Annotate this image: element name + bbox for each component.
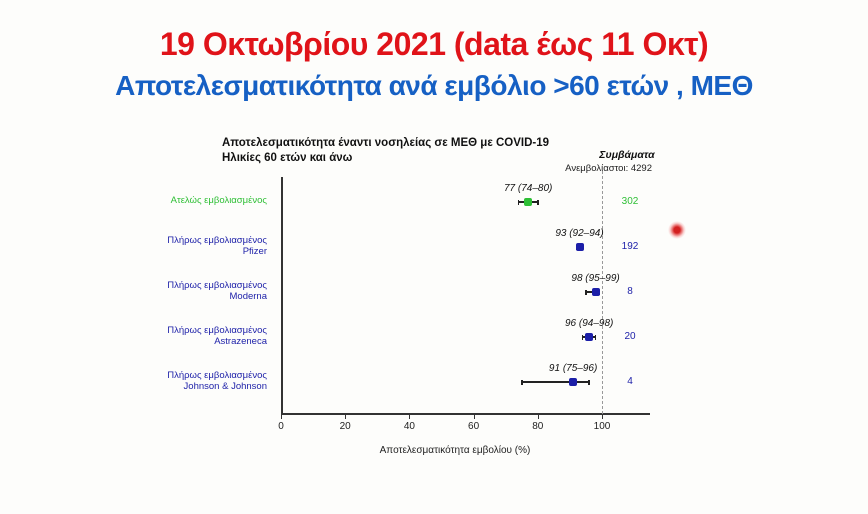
estimate-label: 91 (75–96) bbox=[548, 363, 598, 374]
forest-row-label: Πλήρως εμβολιασμένος Pfizer bbox=[107, 235, 267, 258]
estimate-marker bbox=[591, 288, 600, 296]
ci-cap-low bbox=[581, 334, 584, 340]
x-axis-tick-label: 100 bbox=[593, 421, 611, 432]
forest-row-label: Πλήρως εμβολιασμένος Johnson & Johnson bbox=[107, 370, 267, 393]
events-column-header: Συμβάματα bbox=[599, 149, 655, 161]
forest-row-label: Πλήρως εμβολιασμένος Astrazeneca bbox=[107, 325, 267, 348]
x-axis-tick-label: 40 bbox=[403, 421, 415, 432]
estimate-marker bbox=[569, 378, 578, 386]
x-axis-tick bbox=[409, 414, 411, 419]
laser-pointer-dot bbox=[668, 221, 686, 239]
estimate-marker bbox=[524, 198, 533, 206]
ci-cap-low bbox=[585, 289, 587, 295]
ci-whisker bbox=[521, 381, 590, 383]
x-axis-tick-label: 80 bbox=[532, 421, 544, 432]
ci-cap-low bbox=[521, 379, 523, 385]
x-axis-tick-label: 0 bbox=[278, 421, 284, 432]
forest-row-label-line: Ατελώς εμβολιασμένος bbox=[170, 195, 267, 207]
chart-title-line1: Αποτελεσματικότητα έναντι νοσηλείας σε Μ… bbox=[222, 137, 550, 149]
ci-cap-high bbox=[537, 199, 539, 205]
estimate-label: 96 (94–98) bbox=[564, 318, 614, 329]
event-count: 192 bbox=[621, 241, 639, 252]
unvaccinated-count-note: Ανεμβολίαστοι: 4292 bbox=[565, 163, 652, 174]
x-axis-tick bbox=[473, 414, 475, 419]
estimate-label: 98 (95–99) bbox=[571, 273, 620, 284]
x-axis-tick bbox=[602, 414, 603, 419]
reference-line-100 bbox=[602, 171, 603, 419]
x-axis-tick bbox=[281, 414, 282, 419]
event-count: 8 bbox=[627, 286, 633, 297]
y-axis-line bbox=[281, 177, 283, 413]
x-axis-tick bbox=[537, 414, 539, 419]
forest-row-label-line: Πλήρως εμβολιασμένος bbox=[167, 234, 267, 246]
forest-row-label-line: Johnson & Johnson bbox=[183, 381, 267, 392]
page-subtitle: Αποτελεσματικότητα ανά εμβόλιο >60 ετών … bbox=[115, 70, 753, 101]
forest-row-label: Ατελώς εμβολιασμένος bbox=[107, 195, 267, 207]
ci-cap-low bbox=[517, 199, 520, 205]
estimate-label: 93 (92–94) bbox=[555, 228, 604, 239]
forest-row-label-line: Πλήρως εμβολιασμένος bbox=[167, 324, 267, 336]
chart-title-line2: Ηλικίες 60 ετών και άνω bbox=[222, 152, 353, 164]
forest-row-label-line: Πλήρως εμβολιασμένος bbox=[167, 369, 267, 381]
ci-cap-high bbox=[588, 379, 590, 385]
event-count: 4 bbox=[627, 376, 633, 387]
page-title: 19 Οκτωβρίου 2021 (data έως 11 Οκτ) bbox=[159, 26, 709, 62]
estimate-label: 77 (74–80) bbox=[503, 183, 553, 194]
x-axis-line bbox=[281, 413, 650, 415]
estimate-marker bbox=[585, 333, 594, 341]
forest-row-label-line: Πλήρως εμβολιασμένος bbox=[167, 279, 267, 291]
forest-row-label: Πλήρως εμβολιασμένος Moderna bbox=[107, 280, 267, 303]
event-count: 20 bbox=[624, 331, 636, 342]
x-axis-label: Αποτελεσματικότητα εμβολίου (%) bbox=[379, 445, 531, 456]
forest-row-label-line: Astrazeneca bbox=[214, 336, 267, 347]
forest-row-label-line: Moderna bbox=[229, 291, 268, 302]
x-axis-tick bbox=[345, 414, 347, 419]
estimate-marker bbox=[575, 243, 584, 251]
event-count: 302 bbox=[621, 196, 639, 207]
x-axis-tick-label: 20 bbox=[339, 421, 351, 432]
x-axis-tick-label: 60 bbox=[468, 421, 480, 432]
ci-cap-high bbox=[594, 334, 597, 340]
forest-row-label-line: Pfizer bbox=[242, 246, 267, 257]
